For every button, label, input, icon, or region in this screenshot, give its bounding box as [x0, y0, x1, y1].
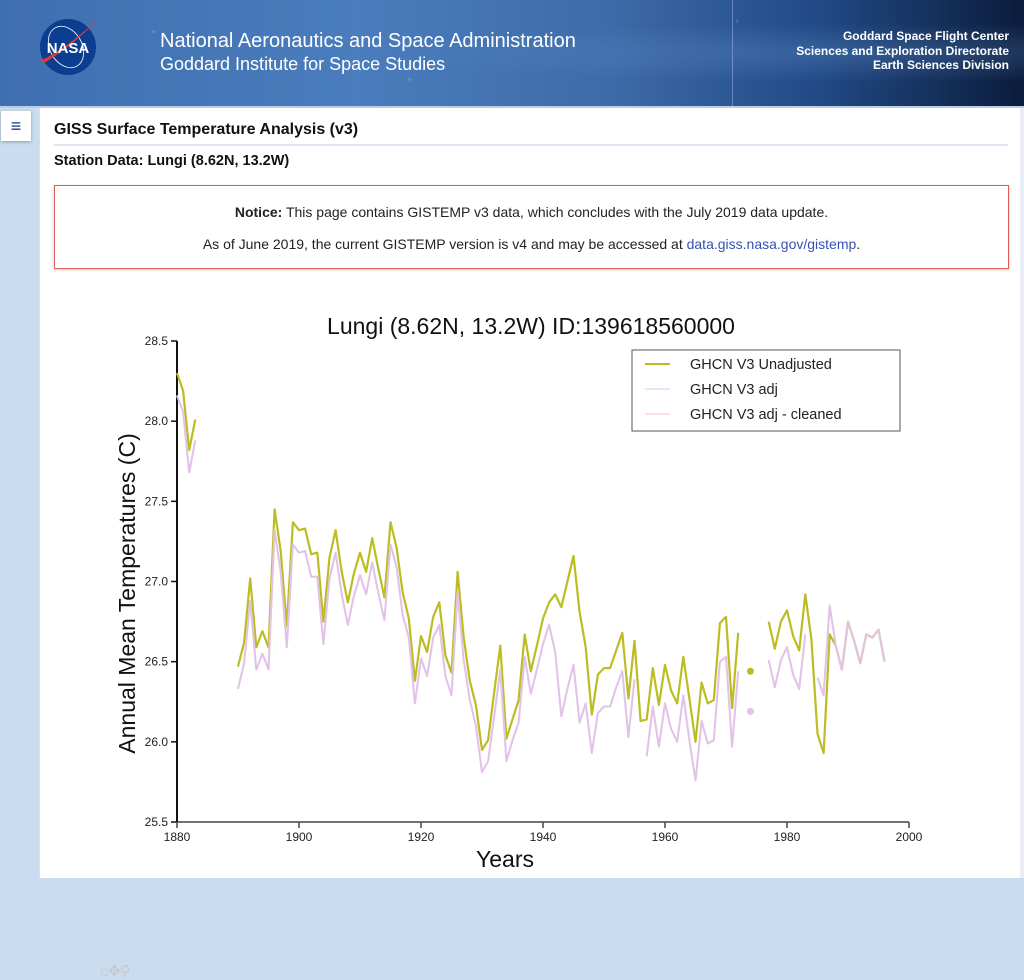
unadjusted-series-point: [746, 667, 754, 675]
y-tick-label: 28.0: [145, 414, 169, 428]
notice-box: Notice: This page contains GISTEMP v3 da…: [54, 185, 1009, 269]
y-tick-label: 26.5: [145, 655, 169, 669]
notice-suffix: .: [856, 236, 861, 252]
home-icon[interactable]: ⌂: [100, 963, 109, 980]
notice-label: Notice:: [234, 204, 283, 220]
x-tick-label: 1960: [652, 830, 679, 844]
temperature-chart[interactable]: Lungi (8.62N, 13.2W) ID:139618560000 25.5…: [40, 108, 1020, 878]
content-panel: GISS Surface Temperature Analysis (v3) S…: [39, 108, 1021, 980]
unadjusted-series-line: [767, 593, 886, 755]
nasa-logo-icon[interactable]: NASA: [36, 13, 100, 77]
adjusted-cleaned-series-line: [645, 655, 740, 782]
y-tick-label: 28.5: [145, 334, 169, 348]
zoom-icon[interactable]: ⚲: [119, 963, 131, 980]
unadjusted-series-line: [175, 372, 197, 452]
banner-divider: [732, 0, 733, 106]
org-title: National Aeronautics and Space Administr…: [160, 30, 576, 52]
y-tick-label: 25.5: [145, 815, 169, 829]
plot-toolbar: ⌂✥⚲: [100, 962, 131, 980]
scrollbar[interactable]: [1020, 108, 1024, 878]
x-tick-label: 1880: [164, 830, 191, 844]
x-tick-label: 1980: [774, 830, 801, 844]
notice-line-2: As of June 2019, the current GISTEMP ver…: [55, 236, 1008, 252]
y-tick-label: 27.0: [145, 575, 169, 589]
x-tick-label: 1920: [408, 830, 435, 844]
pan-icon[interactable]: ✥: [108, 963, 121, 980]
legend-label: GHCN V3 Unadjusted: [690, 357, 832, 373]
x-tick-label: 1940: [530, 830, 557, 844]
adjusted-cleaned-series-line: [176, 395, 197, 474]
x-axis-label: Years: [476, 846, 534, 872]
notice-text-2: As of June 2019, the current GISTEMP ver…: [202, 236, 687, 252]
legend-box: [631, 349, 901, 432]
y-axis-label: Annual Mean Temperatures (C): [114, 433, 140, 753]
station-title: Station Data: Lungi (8.62N, 13.2W): [54, 153, 290, 169]
directorate-name: Sciences and Exploration Directorate: [796, 43, 1009, 58]
x-tick-label: 2000: [896, 830, 923, 844]
chart-title: Lungi (8.62N, 13.2W) ID:139618560000: [327, 313, 735, 339]
hamburger-menu-icon: ≡: [10, 115, 22, 136]
center-name: Goddard Space Flight Center: [842, 29, 1009, 43]
site-banner: NASA National Aeronautics and Space Admi…: [0, 0, 1024, 108]
title-divider: [54, 144, 1008, 146]
unadjusted-series-line: [236, 508, 740, 751]
org-subtitle: Goddard Institute for Space Studies: [160, 54, 446, 74]
banner-background: [0, 0, 1024, 106]
y-tick-label: 26.0: [145, 735, 169, 749]
adjusted-cleaned-series-line: [237, 529, 636, 774]
adjusted-cleaned-series-line: [767, 634, 807, 690]
y-tick-label: 27.5: [145, 494, 169, 508]
menu-button[interactable]: ≡: [1, 111, 31, 141]
center-info: Goddard Space Flight Center Sciences and…: [796, 29, 1009, 73]
legend-label: GHCN V3 adj: [690, 382, 778, 398]
notice-text: This page contains GISTEMP v3 data, whic…: [282, 204, 829, 220]
adjusted-cleaned-series-line: [816, 604, 886, 697]
legend-label: GHCN V3 adj - cleaned: [690, 407, 842, 423]
page-title: GISS Surface Temperature Analysis (v3): [54, 121, 359, 138]
notice-line-1: Notice: This page contains GISTEMP v3 da…: [55, 204, 1008, 220]
x-tick-label: 1900: [286, 830, 313, 844]
adjusted-cleaned-series-point: [746, 707, 754, 715]
gistemp-link[interactable]: data.giss.nasa.gov/gistemp: [686, 236, 857, 252]
division-name: Earth Sciences Division: [872, 58, 1009, 72]
svg-text:NASA: NASA: [47, 40, 90, 57]
